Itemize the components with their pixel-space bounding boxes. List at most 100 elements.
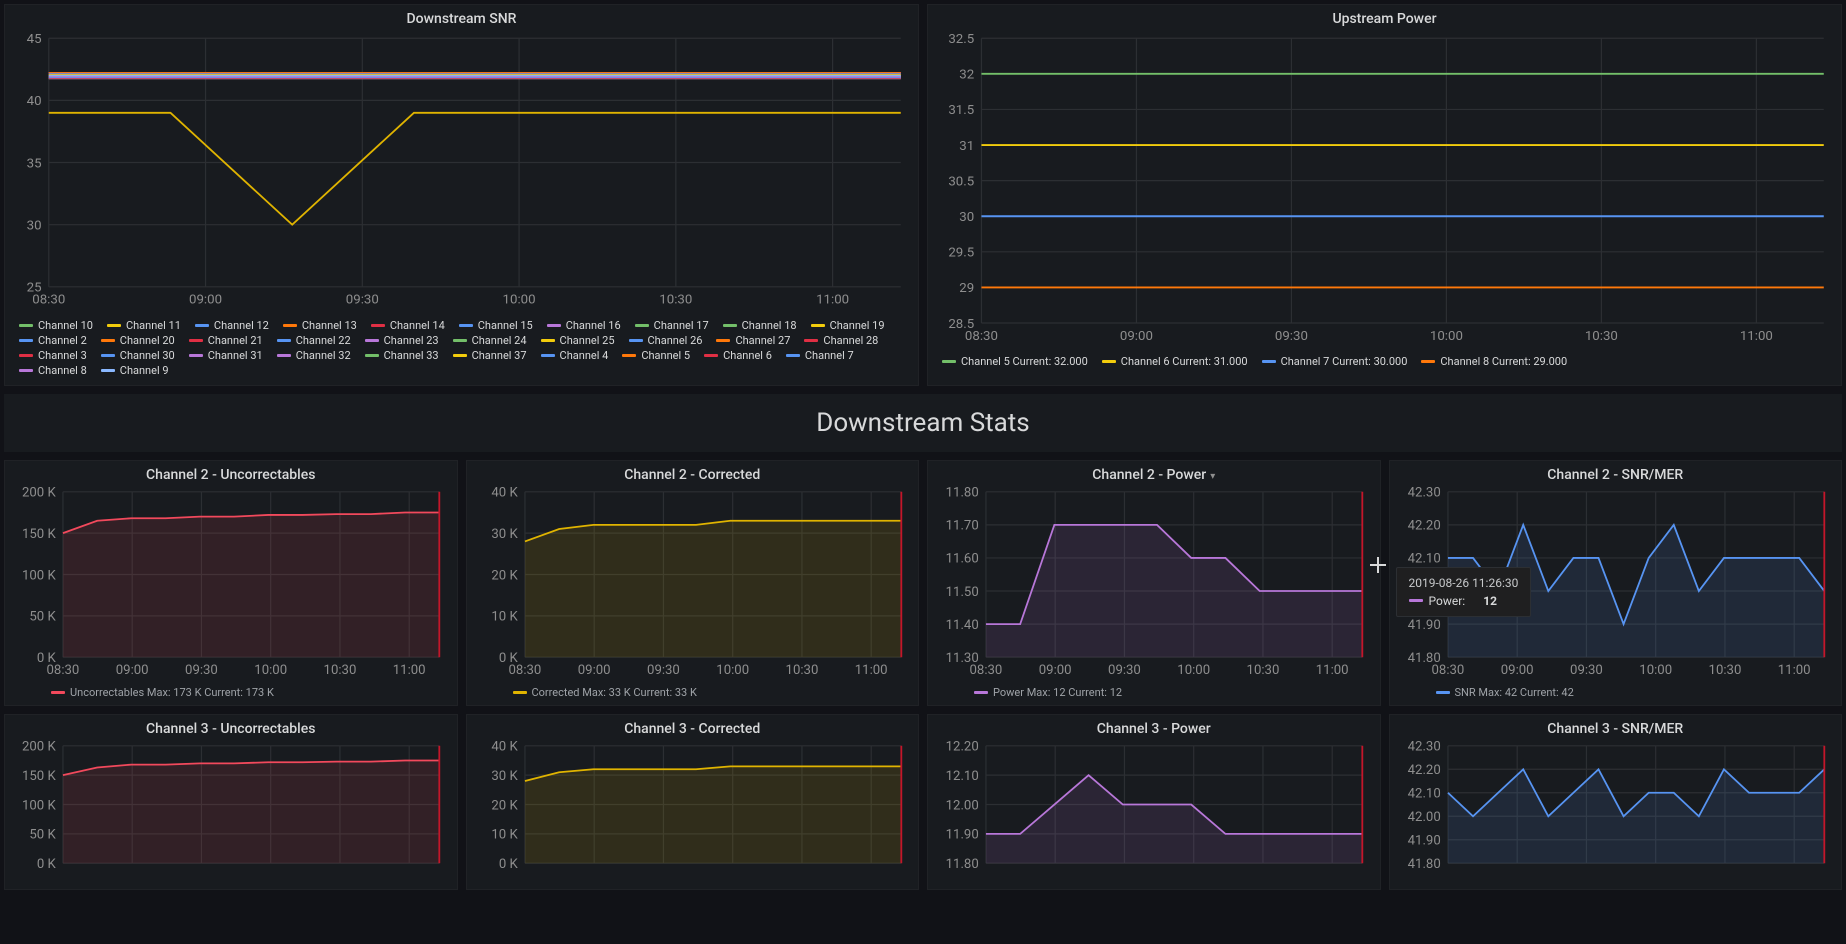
legend-label: Channel 2	[38, 334, 87, 347]
svg-text:08:30: 08:30	[965, 329, 998, 344]
chart[interactable]: 41.8041.9042.0042.1042.2042.3008:3009:00…	[1400, 487, 1832, 679]
legend-item[interactable]: Channel 8	[19, 364, 87, 377]
chevron-down-icon[interactable]: ▾	[1210, 471, 1215, 482]
legend-item[interactable]: Channel 2	[19, 334, 87, 347]
panel-downstream-snr[interactable]: Downstream SNR 253035404508:3009:0009:30…	[4, 4, 919, 386]
legend-item[interactable]: Power Max: 12 Current: 12	[974, 686, 1122, 699]
svg-text:200 K: 200 K	[22, 487, 56, 501]
chart[interactable]: 0 K50 K100 K150 K200 K08:3009:0009:3010:…	[15, 487, 447, 679]
legend-item[interactable]: Channel 3	[19, 349, 87, 362]
legend-item[interactable]: Channel 5	[622, 349, 690, 362]
legend-item[interactable]: Channel 20	[101, 334, 175, 347]
svg-text:09:30: 09:30	[1570, 663, 1603, 678]
small-panel[interactable]: Channel 3 - Power11.8011.9012.0012.1012.…	[927, 714, 1381, 890]
legend-item[interactable]: Channel 21	[189, 334, 263, 347]
plot-area[interactable]: 0 K50 K100 K150 K200 K	[5, 741, 457, 889]
chart[interactable]: 0 K10 K20 K30 K40 K08:3009:0009:3010:001…	[477, 487, 909, 679]
legend-item[interactable]: Channel 16	[547, 319, 621, 332]
chart[interactable]: 0 K10 K20 K30 K40 K	[477, 741, 909, 885]
chart[interactable]: 41.8041.9042.0042.1042.2042.30	[1400, 741, 1832, 885]
small-panel[interactable]: Channel 2 - Corrected0 K10 K20 K30 K40 K…	[466, 460, 920, 707]
legend-item[interactable]: Channel 10	[19, 319, 93, 332]
chart[interactable]: 0 K50 K100 K150 K200 K	[15, 741, 447, 885]
svg-text:09:00: 09:00	[1500, 663, 1533, 678]
legend-item[interactable]: Channel 23	[365, 334, 439, 347]
legend-item[interactable]: Corrected Max: 33 K Current: 33 K	[513, 686, 697, 699]
legend-item[interactable]: Channel 22	[277, 334, 351, 347]
svg-text:29: 29	[959, 281, 974, 296]
legend-item[interactable]: Channel 8 Current: 29.000	[1421, 355, 1567, 368]
legend-label: Uncorrectables Max: 173 K Current: 173 K	[70, 686, 274, 699]
small-panel[interactable]: Channel 2 - SNR/MER41.8041.9042.0042.104…	[1389, 460, 1843, 707]
upstream-chart[interactable]: 28.52929.53030.53131.53232.508:3009:0009…	[938, 31, 1831, 345]
plot-area[interactable]: 11.3011.4011.5011.6011.7011.8008:3009:00…	[928, 487, 1380, 683]
legend-item[interactable]: Channel 17	[635, 319, 709, 332]
legend-item[interactable]: Channel 14	[371, 319, 445, 332]
legend-item[interactable]: Channel 28	[804, 334, 878, 347]
svg-text:50 K: 50 K	[29, 609, 56, 624]
panel-upstream-power[interactable]: Upstream Power 28.52929.53030.53131.5323…	[927, 4, 1842, 386]
small-panel[interactable]: Channel 2 - Uncorrectables0 K50 K100 K15…	[4, 460, 458, 707]
chart[interactable]: 11.8011.9012.0012.1012.20	[938, 741, 1370, 885]
legend-item[interactable]: Channel 6 Current: 31.000	[1102, 355, 1248, 368]
legend-item[interactable]: Channel 25	[541, 334, 615, 347]
chart[interactable]: 11.3011.4011.5011.6011.7011.8008:3009:00…	[938, 487, 1370, 679]
small-panel[interactable]: Channel 3 - Corrected0 K10 K20 K30 K40 K	[466, 714, 920, 890]
snr-chart[interactable]: 253035404508:3009:0009:3010:0010:3011:00	[15, 31, 908, 309]
svg-text:40 K: 40 K	[491, 741, 518, 755]
legend-item[interactable]: Channel 37	[453, 349, 527, 362]
legend-item[interactable]: Uncorrectables Max: 173 K Current: 173 K	[51, 686, 274, 699]
legend-item[interactable]: Channel 18	[723, 319, 797, 332]
legend-label: Channel 25	[560, 334, 615, 347]
svg-text:09:30: 09:30	[647, 663, 680, 678]
legend-item[interactable]: Channel 32	[277, 349, 351, 362]
legend-item[interactable]: Channel 30	[101, 349, 175, 362]
plot-area[interactable]: 28.52929.53030.53131.53232.508:3009:0009…	[928, 31, 1841, 349]
svg-text:10:00: 10:00	[1177, 663, 1210, 678]
legend-item[interactable]: Channel 7	[786, 349, 854, 362]
plot-area[interactable]: 0 K50 K100 K150 K200 K08:3009:0009:3010:…	[5, 487, 457, 683]
panel-title: Channel 3 - SNR/MER	[1390, 715, 1842, 741]
svg-text:100 K: 100 K	[22, 568, 56, 583]
legend-item[interactable]: Channel 24	[453, 334, 527, 347]
legend-swatch	[629, 339, 643, 342]
legend-item[interactable]: Channel 26	[629, 334, 703, 347]
svg-text:09:30: 09:30	[346, 293, 379, 308]
legend-item[interactable]: Channel 4	[541, 349, 609, 362]
legend-item[interactable]: Channel 6	[704, 349, 772, 362]
small-panel[interactable]: Channel 3 - SNR/MER41.8041.9042.0042.104…	[1389, 714, 1843, 890]
legend-item[interactable]: Channel 31	[189, 349, 263, 362]
legend-item[interactable]: Channel 7 Current: 30.000	[1262, 355, 1408, 368]
panel-title: Channel 2 - Corrected	[467, 461, 919, 487]
svg-text:40: 40	[27, 94, 42, 109]
legend-label: Channel 10	[38, 319, 93, 332]
svg-text:09:30: 09:30	[1275, 329, 1308, 344]
svg-text:41.90: 41.90	[1407, 617, 1440, 632]
legend-label: Channel 18	[742, 319, 797, 332]
legend-item[interactable]: Channel 12	[195, 319, 269, 332]
plot-area[interactable]: 253035404508:3009:0009:3010:0010:3011:00	[5, 31, 918, 313]
plot-area[interactable]: 41.8041.9042.0042.1042.2042.30	[1390, 741, 1842, 889]
plot-area[interactable]: 0 K10 K20 K30 K40 K	[467, 741, 919, 889]
legend-swatch	[19, 369, 33, 372]
legend-item[interactable]: Channel 9	[101, 364, 169, 377]
cursor-crosshair	[1370, 557, 1386, 573]
legend-item[interactable]: Channel 27	[716, 334, 790, 347]
small-panel[interactable]: Channel 3 - Uncorrectables0 K50 K100 K15…	[4, 714, 458, 890]
plot-area[interactable]: 41.8041.9042.0042.1042.2042.3008:3009:00…	[1390, 487, 1842, 683]
small-panel[interactable]: Channel 2 - Power▾11.3011.4011.5011.6011…	[927, 460, 1381, 707]
legend-item[interactable]: Channel 5 Current: 32.000	[942, 355, 1088, 368]
legend-item[interactable]: Channel 11	[107, 319, 181, 332]
legend-swatch	[547, 324, 561, 327]
plot-area[interactable]: 0 K10 K20 K30 K40 K08:3009:0009:3010:001…	[467, 487, 919, 683]
legend-item[interactable]: SNR Max: 42 Current: 42	[1436, 686, 1574, 699]
legend-item[interactable]: Channel 19	[811, 319, 885, 332]
svg-text:11.80: 11.80	[946, 857, 979, 872]
svg-text:12.20: 12.20	[946, 741, 979, 755]
legend-item[interactable]: Channel 13	[283, 319, 357, 332]
svg-text:08:30: 08:30	[508, 663, 541, 678]
legend-item[interactable]: Channel 15	[459, 319, 533, 332]
plot-area[interactable]: 11.8011.9012.0012.1012.20	[928, 741, 1380, 889]
legend-label: Channel 28	[823, 334, 878, 347]
legend-item[interactable]: Channel 33	[365, 349, 439, 362]
